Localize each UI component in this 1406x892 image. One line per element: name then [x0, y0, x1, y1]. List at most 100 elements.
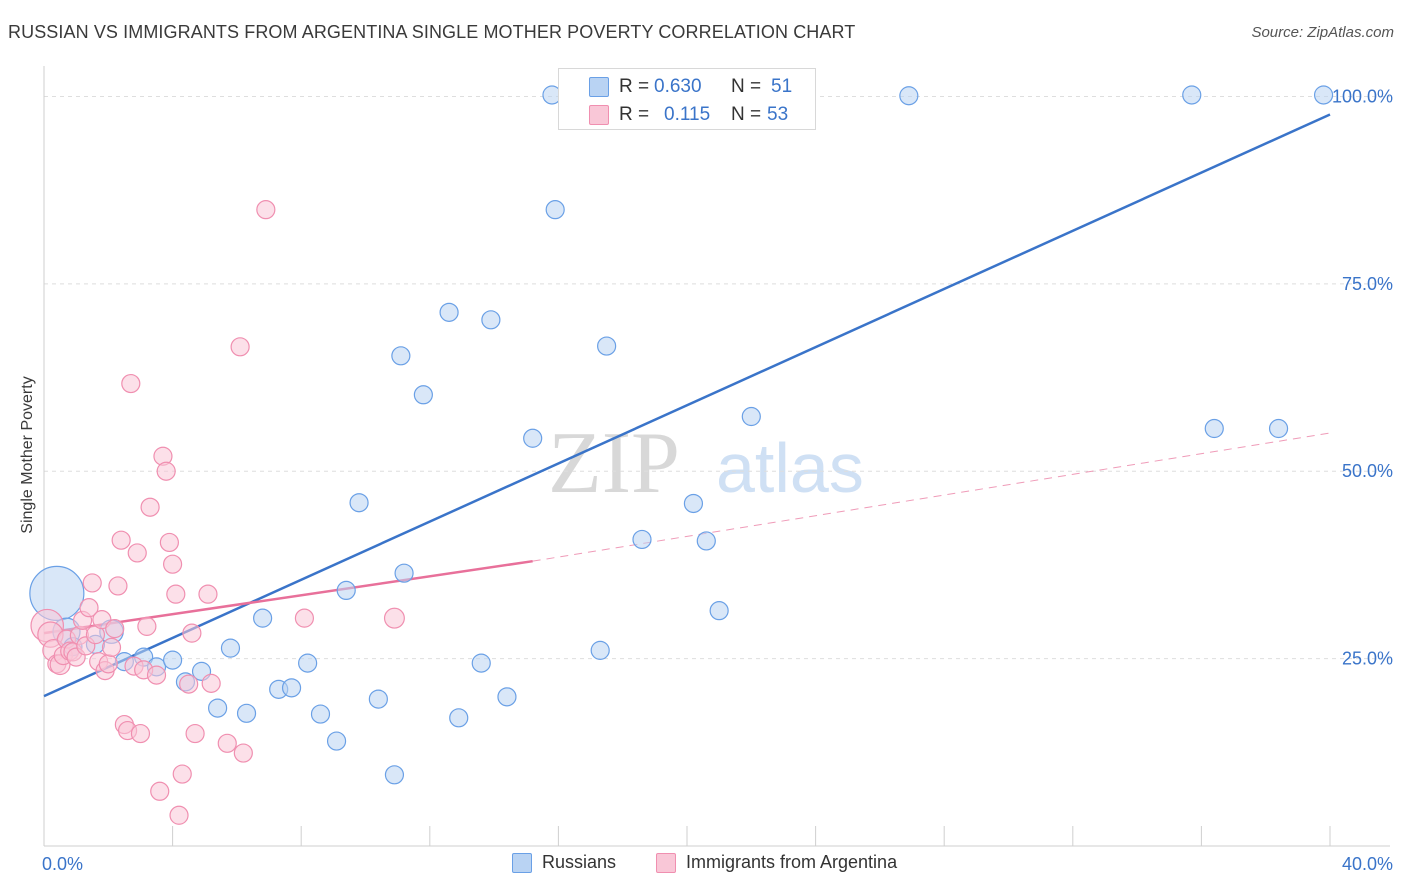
point-russians: [481, 310, 501, 330]
stats-r-label: R =: [619, 76, 650, 97]
point-russians: [545, 200, 565, 220]
point-argentina: [111, 530, 131, 550]
stats-n-label: N =: [731, 76, 762, 97]
point-argentina: [198, 584, 218, 604]
point-russians: [439, 302, 459, 322]
stats-n-value: 51: [771, 76, 793, 97]
point-argentina: [163, 554, 183, 574]
point-argentina: [105, 619, 125, 639]
point-argentina: [179, 674, 199, 694]
point-russians: [236, 703, 257, 723]
stats-r-value: 0.630: [654, 76, 702, 97]
point-argentina: [185, 723, 205, 744]
point-argentina: [130, 723, 151, 744]
point-russians: [391, 346, 411, 366]
legend-item-argentina: Immigrants from Argentina: [656, 852, 897, 873]
watermark-atlas: atlas: [716, 429, 864, 507]
point-russians: [208, 698, 228, 718]
point-argentina: [383, 607, 405, 629]
watermark: ZIP atlas: [548, 415, 864, 512]
point-russians: [683, 493, 704, 514]
point-russians: [413, 385, 433, 405]
stats-r-label: R =: [619, 104, 650, 125]
point-argentina: [98, 654, 118, 674]
legend-swatch-russians: [512, 852, 532, 873]
point-russians: [523, 428, 543, 448]
point-argentina: [137, 616, 157, 636]
x-tick-label: 40.0%: [1342, 854, 1393, 874]
point-argentina: [82, 573, 102, 593]
point-argentina: [217, 733, 237, 753]
point-russians: [497, 687, 517, 707]
point-russians: [394, 563, 414, 583]
trend-line-argentina-extension: [532, 432, 1331, 562]
point-argentina: [230, 337, 250, 357]
point-argentina: [127, 543, 147, 563]
data-points: [29, 80, 1334, 825]
point-argentina: [79, 598, 99, 618]
point-russians: [1313, 85, 1334, 105]
gridlines: [44, 95, 1390, 660]
chart-title: RUSSIAN VS IMMIGRANTS FROM ARGENTINA SIN…: [8, 22, 856, 42]
y-tick-label: 25.0%: [1342, 649, 1393, 669]
y-tick-label: 100.0%: [1332, 86, 1393, 106]
stats-swatch-argentina: [589, 105, 609, 125]
point-argentina: [166, 584, 186, 604]
y-tick-label: 75.0%: [1342, 274, 1393, 294]
point-argentina: [256, 200, 276, 220]
point-russians: [310, 704, 331, 724]
point-russians: [597, 336, 617, 356]
point-russians: [298, 653, 318, 673]
axes: [43, 66, 1390, 847]
point-argentina: [201, 673, 221, 693]
point-russians: [471, 653, 491, 673]
point-argentina: [233, 743, 253, 763]
point-russians: [632, 529, 652, 550]
y-tick-label: 50.0%: [1342, 461, 1393, 481]
point-russians: [899, 86, 919, 106]
point-russians: [220, 638, 241, 658]
point-argentina: [172, 764, 192, 784]
point-russians: [590, 640, 610, 660]
stats-box: R = 0.630 N = 51 R = 0.115 N = 53: [558, 68, 816, 130]
point-russians: [741, 406, 761, 427]
source-credit: Source: ZipAtlas.com: [1251, 24, 1394, 41]
point-argentina: [121, 373, 141, 394]
point-russians: [326, 731, 347, 751]
point-russians: [163, 650, 183, 670]
point-argentina: [150, 781, 170, 801]
trend-line-argentina: [43, 559, 533, 635]
point-russians: [384, 765, 405, 785]
stats-r-value: 0.115: [664, 104, 711, 125]
point-argentina: [101, 637, 122, 657]
point-russians: [696, 531, 716, 551]
watermark-zip: ZIP: [548, 415, 680, 512]
point-russians: [1204, 418, 1224, 439]
point-russians: [1268, 418, 1289, 439]
point-russians: [368, 689, 388, 709]
stats-n-label: N =: [731, 104, 762, 125]
point-russians: [253, 608, 273, 628]
point-russians: [449, 708, 469, 728]
point-argentina: [182, 623, 202, 643]
point-russians: [1182, 85, 1202, 105]
point-argentina: [156, 461, 176, 481]
legend-item-russians: Russians: [512, 852, 616, 873]
point-argentina: [140, 497, 160, 517]
point-argentina: [108, 576, 128, 596]
point-russians: [336, 580, 356, 601]
stats-n-value: 53: [767, 104, 789, 125]
x-tick-label: 0.0%: [42, 854, 83, 874]
tick-labels: 25.0% 50.0% 75.0% 100.0% 0.0% 40.0%: [42, 86, 1393, 874]
legend-label-russians: Russians: [542, 852, 617, 872]
trend-lines: [43, 113, 1331, 698]
point-russians: [349, 493, 369, 513]
trend-line-russians: [43, 113, 1331, 698]
point-russians: [709, 601, 729, 621]
legend-swatch-argentina: [656, 852, 676, 873]
legend-label-argentina: Immigrants from Argentina: [686, 852, 898, 872]
stats-swatch-russians: [589, 77, 609, 97]
point-argentina: [169, 805, 189, 825]
point-argentina: [159, 532, 179, 553]
